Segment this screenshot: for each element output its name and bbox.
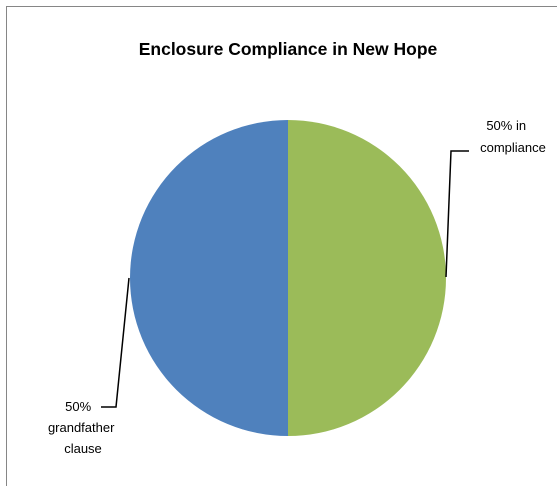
label-line: compliance (480, 140, 546, 155)
chart-title: Enclosure Compliance in New Hope (139, 39, 438, 59)
label-line: clause (64, 441, 102, 456)
label-line: 50% (65, 399, 91, 414)
pie-slices (130, 120, 446, 436)
label-line: grandfather (48, 420, 115, 435)
label-line: 50% in (486, 118, 526, 133)
